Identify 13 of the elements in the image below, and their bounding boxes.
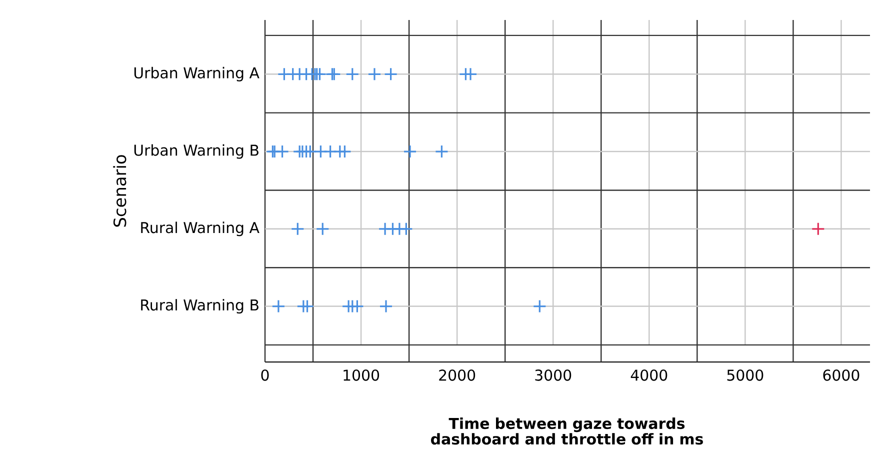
- y-tick-label: Rural Warning B: [141, 299, 258, 314]
- y-tick-label: Urban Warning A: [134, 66, 260, 82]
- y-tick-label: Urban Warning B: [134, 144, 258, 159]
- x-axis-title: Time between gaze towards dashboard and throttle off in ms: [431, 418, 703, 445]
- y-axis-title: Scenario: [113, 155, 126, 227]
- x-tick-label: 4000: [630, 370, 668, 381]
- x-tick-label: 6000: [823, 370, 860, 381]
- x-tick-label: 2000: [439, 370, 476, 381]
- x-tick-label: 0: [261, 370, 269, 381]
- x-tick-label: 3000: [535, 370, 572, 381]
- y-tick-label: Rural Warning A: [141, 222, 260, 236]
- x-tick-label: 5000: [727, 370, 764, 381]
- x-tick-label: 1000: [344, 370, 380, 381]
